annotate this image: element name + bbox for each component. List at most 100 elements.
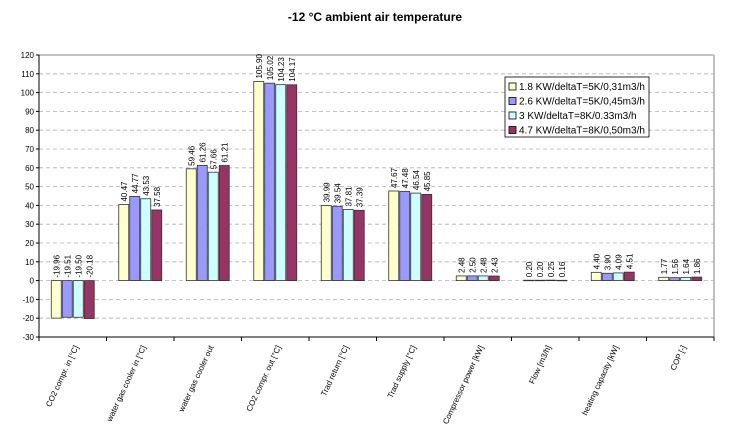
data-label: 0.25: [547, 261, 556, 277]
category-label: CO2 compr. in [°C]: [44, 344, 80, 408]
data-label: 1.86: [693, 258, 702, 274]
bar: [410, 192, 422, 281]
y-tick-label: 60: [25, 164, 34, 173]
y-tick-label: 80: [25, 126, 34, 135]
category-label: Flow [m3/h]: [527, 344, 553, 385]
y-tick-label: 90: [25, 107, 34, 116]
bar: [612, 272, 624, 281]
category-label: COP [-]: [669, 344, 688, 372]
bar: [275, 84, 287, 281]
bar: [151, 209, 163, 281]
bar: [523, 279, 535, 282]
data-label: 39.99: [322, 182, 331, 203]
bar: [185, 168, 197, 281]
data-label: 37.58: [153, 186, 162, 207]
bar: [72, 280, 84, 318]
bar: [342, 209, 354, 281]
data-label: 37.39: [355, 187, 364, 208]
data-label: 105.90: [255, 53, 264, 78]
data-label: 2.48: [479, 257, 488, 273]
bar: [421, 194, 433, 281]
bar: [264, 82, 276, 282]
y-tick-label: -10: [22, 295, 34, 304]
data-label: 59.46: [187, 145, 196, 166]
bar: [680, 277, 692, 282]
y-tick-label: 0: [30, 277, 35, 286]
category-label: Compressor power [kW]: [441, 344, 485, 426]
data-label: 2.50: [468, 257, 477, 273]
data-label: 3.90: [603, 254, 612, 270]
category-label: water gas cooler out: [177, 343, 216, 414]
category-label: CO2 compr. out [°C]: [245, 344, 283, 413]
data-label: 104.23: [277, 57, 286, 82]
category-label: heating capacity [kW]: [580, 344, 620, 417]
legend: 1.8 KW/deltaT=5K/0,31m3/h 2.6 KW/deltaT=5…: [504, 76, 650, 138]
bar: [601, 272, 613, 282]
y-tick-label: 100: [21, 89, 35, 98]
y-tick-label: 120: [21, 51, 35, 60]
data-label: 61.26: [198, 142, 207, 163]
data-label: 1.77: [660, 258, 669, 274]
legend-swatch: [508, 126, 517, 134]
data-label: 1.56: [671, 259, 680, 275]
data-label: 43.53: [142, 175, 151, 196]
y-tick-label: 40: [25, 201, 34, 210]
bar: [218, 165, 230, 282]
data-label: -19.51: [63, 254, 72, 277]
bar: [353, 209, 365, 281]
legend-box: [504, 76, 650, 138]
data-label: 44.77: [131, 173, 140, 194]
y-tick-label: -30: [22, 333, 34, 342]
bar: [196, 165, 208, 281]
data-label: 104.17: [288, 57, 297, 82]
bar: [455, 275, 467, 281]
data-label: 47.67: [390, 167, 399, 188]
y-tick-label: 20: [25, 239, 34, 248]
legend-swatch: [508, 111, 517, 120]
data-label: 61.21: [220, 142, 229, 163]
data-label: 2.43: [490, 257, 499, 273]
category-label: Trad return [°C]: [319, 344, 350, 398]
data-label: 39.54: [333, 183, 342, 204]
data-label: 45.85: [423, 171, 432, 192]
bar: [658, 276, 670, 281]
chart-title: -12 °C ambient air temperature: [288, 10, 463, 24]
data-label: 37.81: [344, 186, 353, 207]
legend-label: 4.7 KW/deltaT=8K/0,50m3/h: [519, 126, 645, 137]
y-tick-label: 70: [25, 145, 34, 154]
bar: [477, 275, 489, 281]
legend-swatch: [508, 97, 517, 105]
bar: [207, 171, 219, 282]
bar: [545, 279, 557, 282]
y-tick-label: 50: [25, 183, 34, 192]
bar: [556, 279, 568, 282]
bar: [488, 275, 500, 281]
data-label: 1.64: [682, 258, 691, 274]
category-label: water gas cooler in [°C]: [104, 344, 148, 424]
bar: [140, 198, 152, 281]
bar: [61, 280, 73, 318]
data-label: 47.48: [401, 168, 410, 189]
legend-label: 3 KW/deltaT=8K/0.33m3/h: [519, 111, 637, 122]
legend-label: 2.6 KW/deltaT=5K/0,45m3/h: [519, 97, 645, 108]
data-label: 46.54: [412, 170, 421, 191]
data-label: -19.96: [52, 254, 61, 277]
data-label: -19.50: [74, 254, 83, 277]
data-label: 57.66: [209, 149, 218, 170]
bar: [320, 205, 332, 281]
data-label: 40.47: [120, 181, 129, 202]
y-tick-label: 10: [25, 258, 34, 267]
data-label: 0.20: [536, 261, 545, 277]
data-label: 105.02: [266, 55, 275, 80]
data-label: 4.51: [625, 253, 634, 269]
data-label: 0.16: [558, 261, 567, 277]
bar: [331, 205, 343, 281]
bar: [286, 84, 298, 281]
legend-swatch: [508, 82, 517, 91]
bar: [399, 190, 411, 281]
bar: [669, 277, 681, 282]
legend-label: 1.8 KW/deltaT=5K/0,31m3/h: [519, 82, 645, 93]
bar: [388, 190, 400, 281]
